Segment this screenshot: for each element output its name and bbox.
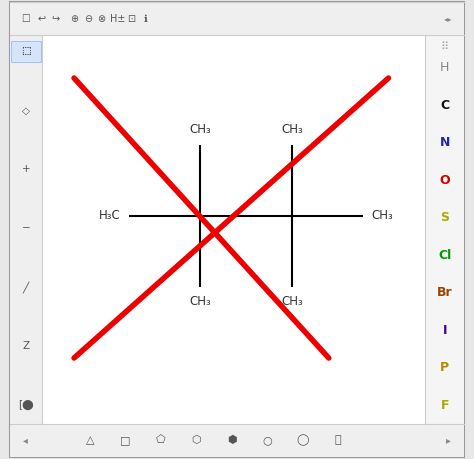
Text: ╱: ╱ bbox=[23, 281, 29, 293]
Text: Z: Z bbox=[22, 341, 29, 351]
Text: I: I bbox=[442, 324, 447, 337]
Text: ◂▸: ◂▸ bbox=[444, 14, 452, 23]
Text: ⊡: ⊡ bbox=[128, 14, 136, 24]
Text: ↩: ↩ bbox=[38, 14, 46, 24]
Text: S: S bbox=[440, 211, 449, 224]
Text: ○: ○ bbox=[262, 435, 272, 445]
Text: O: O bbox=[439, 174, 450, 186]
Text: H₃C: H₃C bbox=[99, 209, 121, 222]
Text: ⊕: ⊕ bbox=[70, 14, 78, 24]
Text: P: P bbox=[440, 361, 449, 374]
Bar bbox=[10, 2, 464, 35]
Text: ⬢: ⬢ bbox=[227, 435, 237, 445]
Text: ⛵: ⛵ bbox=[335, 435, 341, 445]
Text: △: △ bbox=[86, 435, 94, 445]
Text: □: □ bbox=[120, 435, 131, 445]
Bar bbox=[11, 41, 41, 62]
Text: ℹ: ℹ bbox=[143, 14, 147, 24]
Text: ⠿: ⠿ bbox=[441, 42, 449, 52]
Text: H±: H± bbox=[110, 14, 125, 24]
Text: −: − bbox=[21, 224, 30, 233]
Text: ⬚: ⬚ bbox=[21, 46, 31, 56]
Bar bbox=[10, 35, 42, 424]
Text: ⬡: ⬡ bbox=[191, 435, 201, 445]
Text: C: C bbox=[440, 99, 449, 112]
Text: [⬤: [⬤ bbox=[18, 400, 34, 410]
Text: ▸: ▸ bbox=[446, 435, 451, 445]
Text: N: N bbox=[439, 136, 450, 149]
Text: ◯: ◯ bbox=[296, 434, 309, 446]
Text: ☐: ☐ bbox=[21, 14, 30, 24]
Text: ↪: ↪ bbox=[52, 14, 60, 24]
Text: H: H bbox=[440, 61, 449, 74]
Text: Br: Br bbox=[437, 286, 453, 299]
Bar bbox=[10, 424, 464, 457]
Text: CH₃: CH₃ bbox=[190, 295, 211, 308]
Text: ⊖: ⊖ bbox=[84, 14, 92, 24]
Text: Cl: Cl bbox=[438, 249, 451, 262]
Text: ⊗: ⊗ bbox=[98, 14, 106, 24]
Bar bbox=[425, 35, 464, 424]
Text: F: F bbox=[440, 399, 449, 412]
Text: ◇: ◇ bbox=[22, 106, 30, 115]
Text: +: + bbox=[21, 164, 30, 174]
Text: ⬠: ⬠ bbox=[156, 435, 166, 445]
Text: CH₃: CH₃ bbox=[190, 123, 211, 136]
Text: CH₃: CH₃ bbox=[281, 123, 303, 136]
Text: CH₃: CH₃ bbox=[281, 295, 303, 308]
Text: ⬚: ⬚ bbox=[21, 46, 31, 56]
Text: CH₃: CH₃ bbox=[372, 209, 393, 222]
Bar bbox=[42, 35, 425, 424]
Text: ◂: ◂ bbox=[23, 435, 28, 445]
